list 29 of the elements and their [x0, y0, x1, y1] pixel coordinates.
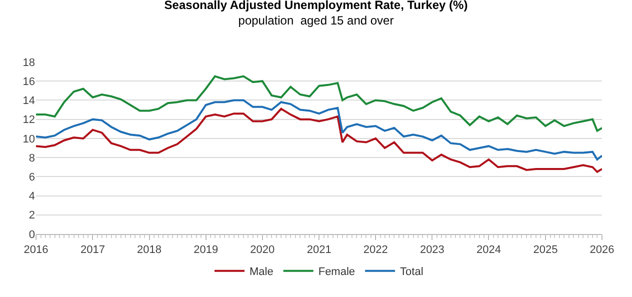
y-tick-label: 10 — [22, 133, 35, 146]
x-tick-label: 2019 — [194, 244, 218, 256]
line-series — [36, 75, 602, 132]
y-tick-label: 4 — [28, 190, 35, 203]
x-tick-label: 2017 — [80, 244, 105, 256]
chart-subtitle: population aged 15 and over — [238, 14, 394, 28]
y-tick-label: 8 — [28, 152, 35, 164]
x-tick-label: 2016 — [24, 244, 48, 256]
x-tick-label: 2022 — [363, 244, 388, 256]
y-tick-label: 12 — [22, 114, 35, 126]
y-tick-label: 14 — [22, 95, 35, 108]
x-tick-label: 2018 — [137, 244, 162, 256]
x-tick-label: 2023 — [420, 244, 444, 256]
y-tick-label: 2 — [28, 210, 35, 222]
legend-label: Female — [318, 266, 356, 278]
legend-label: Male — [250, 266, 274, 278]
y-tick-label: 18 — [22, 56, 35, 69]
x-tick-label: 2021 — [306, 244, 332, 256]
x-tick-label: 2020 — [250, 244, 275, 256]
chart-title: Seasonally Adjusted Unemployment Rate, Turkey (%) — [164, 0, 468, 12]
legend-label: Total — [400, 266, 424, 278]
y-tick-label: 6 — [28, 172, 35, 184]
line-series — [36, 108, 602, 173]
x-tick-label: 2025 — [533, 244, 558, 256]
y-tick-label: 0 — [28, 228, 35, 241]
line-series — [36, 99, 602, 160]
x-tick-label: 2026 — [590, 244, 614, 256]
y-tick-label: 16 — [22, 76, 35, 88]
x-tick-label: 2024 — [476, 244, 501, 256]
